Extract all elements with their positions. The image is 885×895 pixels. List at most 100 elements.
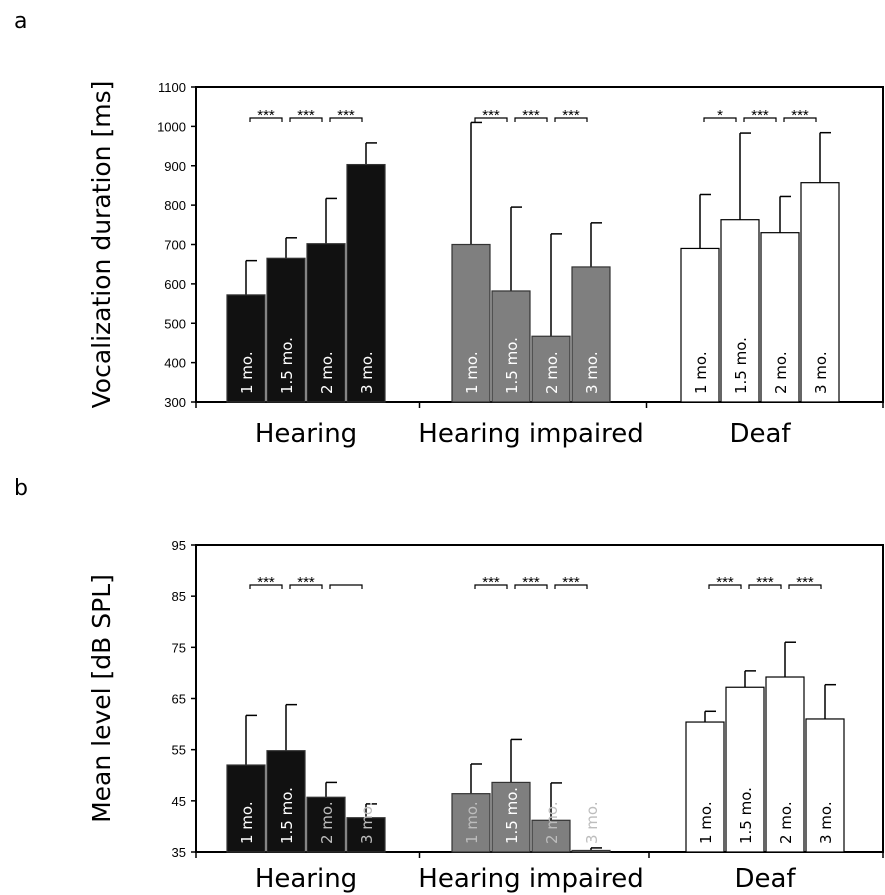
significance-bracket xyxy=(289,117,323,122)
bar-label: 3 mo. xyxy=(812,351,830,394)
significance-bracket xyxy=(788,584,822,589)
significance-bracket xyxy=(783,117,817,122)
chart-a: 300 400 500 600 700 800 900 1000 1100 Vocalizatio… xyxy=(87,80,884,449)
significance-label: *** xyxy=(751,107,769,124)
significance-label: *** xyxy=(522,574,540,591)
significance-label: *** xyxy=(482,574,500,591)
y-tick-label: 35 xyxy=(172,845,186,860)
significance-bracket xyxy=(554,584,588,589)
bar xyxy=(306,796,346,853)
significance-bracket xyxy=(708,584,742,589)
y-axis-label: Mean level [dB SPL] xyxy=(87,574,116,823)
bar-label: 3 mo. xyxy=(358,801,376,844)
group-label: Deaf xyxy=(734,864,796,894)
y-tick-label: 55 xyxy=(172,743,186,758)
y-tick-label: 1000 xyxy=(157,119,186,134)
bar-label: 1.5 mo. xyxy=(278,787,296,844)
significance-label: *** xyxy=(522,107,540,124)
group-label: Hearing impaired xyxy=(418,419,643,449)
bar-label: 1.5 mo. xyxy=(737,787,755,844)
significance-label: *** xyxy=(297,574,315,591)
y-tick-label: 500 xyxy=(164,316,186,331)
significance-bracket xyxy=(514,117,548,122)
y-tick-label: 45 xyxy=(172,794,186,809)
bar xyxy=(571,266,611,403)
bar-label: 2 mo. xyxy=(777,801,795,844)
bar-label: 2 mo. xyxy=(543,801,561,844)
significance-label: *** xyxy=(796,574,814,591)
significance-bracket xyxy=(249,584,283,589)
bar xyxy=(346,163,386,403)
significance-bracket xyxy=(748,584,782,589)
bar xyxy=(720,219,760,403)
bar-label: 3 mo. xyxy=(583,351,601,394)
bar-label: 3 mo. xyxy=(358,351,376,394)
bar-label: 1 mo. xyxy=(697,801,715,844)
significance-label: *** xyxy=(257,574,275,591)
group-label: Hearing impaired xyxy=(418,864,643,894)
bar xyxy=(571,849,611,853)
significance-bracket xyxy=(329,584,363,589)
significance-label: *** xyxy=(562,574,580,591)
bar-label: 1.5 mo. xyxy=(503,337,521,394)
significance-bracket xyxy=(554,117,588,122)
significance-bracket xyxy=(514,584,548,589)
bar xyxy=(685,721,725,853)
panel-label-a: a xyxy=(14,9,27,34)
bar-label: 2 mo. xyxy=(772,351,790,394)
y-tick-label: 85 xyxy=(172,589,186,604)
significance-bracket xyxy=(329,117,363,122)
bar-label: 1 mo. xyxy=(463,351,481,394)
bar-label: 3 mo. xyxy=(583,801,601,844)
significance-label: *** xyxy=(756,574,774,591)
y-tick-label: 95 xyxy=(172,538,186,553)
bar-label: 1.5 mo. xyxy=(732,337,750,394)
group-label: Hearing xyxy=(255,864,357,894)
bar xyxy=(451,243,491,403)
y-tick-label: 300 xyxy=(164,395,186,410)
y-tick-label: 75 xyxy=(172,640,186,655)
bar-label: 1.5 mo. xyxy=(278,337,296,394)
bar xyxy=(531,335,571,403)
bar xyxy=(680,247,720,403)
significance-bracket xyxy=(743,117,777,122)
significance-label: *** xyxy=(337,107,355,124)
bar-label: 1 mo. xyxy=(463,801,481,844)
y-tick-label: 700 xyxy=(164,238,186,253)
significance-bracket xyxy=(474,584,508,589)
bar xyxy=(760,232,800,403)
y-tick-label: 65 xyxy=(172,692,186,707)
bar-label: 1.5 mo. xyxy=(503,787,521,844)
significance-label: *** xyxy=(562,107,580,124)
significance-label: *** xyxy=(482,107,500,124)
bar xyxy=(491,290,531,403)
significance-bracket xyxy=(289,584,323,589)
bar xyxy=(266,257,306,403)
significance-bracket xyxy=(249,117,283,122)
bar-label: 1 mo. xyxy=(238,801,256,844)
y-tick-label: 1100 xyxy=(158,80,186,95)
significance-label: * xyxy=(717,107,723,124)
y-tick-label: 600 xyxy=(164,277,186,292)
bar-label: 1 mo. xyxy=(238,351,256,394)
bar xyxy=(451,793,491,853)
panel-label-b: b xyxy=(14,476,28,501)
bar xyxy=(531,819,571,853)
bar xyxy=(226,294,266,403)
group-label: Hearing xyxy=(255,419,357,449)
y-tick-label: 400 xyxy=(164,356,186,371)
significance-bracket xyxy=(703,117,737,122)
significance-label: *** xyxy=(716,574,734,591)
bar xyxy=(266,750,306,853)
bar xyxy=(226,764,266,853)
bar xyxy=(346,817,386,853)
bar-label: 2 mo. xyxy=(318,351,336,394)
bar xyxy=(306,243,346,403)
significance-label: *** xyxy=(791,107,809,124)
bar xyxy=(805,718,845,853)
bar-label: 2 mo. xyxy=(318,801,336,844)
group-label: Deaf xyxy=(729,419,791,449)
bar-label: 2 mo. xyxy=(543,351,561,394)
significance-bracket xyxy=(474,117,508,122)
